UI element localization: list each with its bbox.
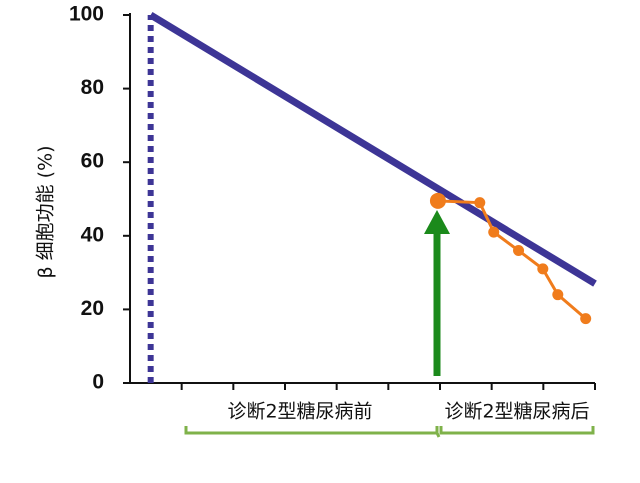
arrow-head: [424, 210, 450, 234]
y-axis-label: β 细胞功能 (%): [35, 145, 57, 278]
point: [513, 245, 525, 257]
point: [580, 313, 592, 325]
point: [537, 263, 549, 275]
point: [552, 289, 564, 301]
y-tick-label: 20: [81, 297, 104, 320]
series-line: [437, 199, 587, 320]
y-tick-label: 100: [69, 3, 104, 26]
y-tick-label: 80: [81, 76, 104, 99]
point: [488, 226, 500, 238]
point: [429, 192, 446, 209]
series-line: [148, 12, 597, 287]
annotation: 诊断2型糖尿病后: [444, 401, 589, 423]
point: [474, 197, 486, 209]
y-tick-label: 60: [81, 150, 104, 173]
bracket: [184, 426, 595, 438]
annotation: 诊断2型糖尿病前: [227, 401, 372, 423]
y-tick-label: 0: [92, 371, 104, 394]
y-tick-label: 40: [81, 223, 104, 246]
